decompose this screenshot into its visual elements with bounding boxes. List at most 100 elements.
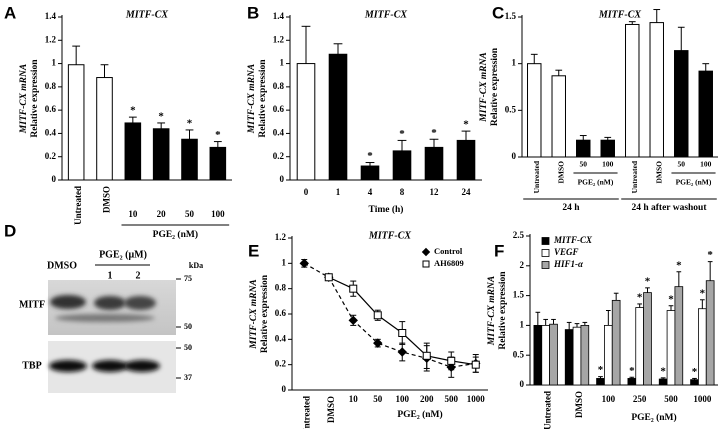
marker bbox=[348, 315, 358, 326]
marker bbox=[324, 273, 333, 282]
significance: * bbox=[645, 275, 651, 287]
x-tick-label: 50 bbox=[678, 160, 686, 169]
y-tick-label: 0.2 bbox=[45, 151, 57, 161]
x-tick-label: 100 bbox=[602, 394, 616, 404]
x-tick-label: 4 bbox=[368, 187, 373, 197]
bar bbox=[635, 307, 644, 386]
bar bbox=[674, 50, 689, 158]
band bbox=[55, 314, 155, 322]
y-tick-label: 0.8 bbox=[273, 81, 285, 91]
y-tick-label: 0.5 bbox=[513, 349, 525, 359]
x-tick-label: 8 bbox=[400, 187, 405, 197]
band bbox=[49, 360, 87, 372]
y-tick-label: 1.5 bbox=[513, 290, 525, 300]
x-tick-label: 50 bbox=[373, 394, 383, 404]
bar bbox=[604, 324, 613, 386]
legend-marker bbox=[421, 247, 431, 257]
x-tick-label: 100 bbox=[211, 209, 225, 219]
bar bbox=[698, 70, 713, 158]
legend-marker bbox=[422, 260, 430, 268]
y-tick-label: 1.2 bbox=[273, 34, 285, 44]
x-tick-label: 500 bbox=[664, 394, 678, 404]
y-tick-label: 0.2 bbox=[275, 359, 287, 369]
y-axis-label: MITF-CX mRNA bbox=[249, 279, 259, 349]
x-tick-label: 1000 bbox=[467, 394, 486, 404]
section-label: 24 h after washout bbox=[631, 203, 707, 213]
marker bbox=[299, 258, 309, 269]
significance: * bbox=[637, 291, 643, 303]
y-tick-label: 0.8 bbox=[45, 81, 57, 91]
significance: * bbox=[158, 110, 164, 122]
x-tick-label: 0 bbox=[304, 187, 309, 197]
y-axis-label: Relative expression bbox=[260, 274, 270, 353]
bar bbox=[564, 329, 574, 386]
x-tick-label: 100 bbox=[700, 160, 712, 169]
x-tick-label: 10 bbox=[349, 394, 359, 404]
band bbox=[92, 360, 128, 372]
legend-swatch bbox=[541, 249, 550, 257]
panel-letter: B bbox=[247, 3, 259, 22]
bar bbox=[690, 379, 699, 386]
y-tick-label: 1.2 bbox=[275, 232, 287, 242]
significance: * bbox=[598, 364, 604, 376]
bar bbox=[627, 378, 637, 386]
bar bbox=[533, 324, 543, 386]
band bbox=[94, 296, 126, 310]
bar bbox=[181, 138, 198, 181]
marker bbox=[373, 311, 382, 320]
legend-swatch bbox=[541, 261, 550, 269]
bar bbox=[666, 310, 676, 386]
y-tick-label: 1 bbox=[520, 319, 525, 329]
bar bbox=[572, 326, 582, 386]
marker-label: 75 bbox=[184, 274, 192, 283]
bar bbox=[600, 139, 615, 158]
lane-label: 2 bbox=[136, 270, 141, 281]
y-axis-label: MITF-CX mRNA bbox=[19, 64, 29, 134]
chart-title: MITF-CX bbox=[364, 9, 408, 20]
marker bbox=[447, 356, 456, 365]
protein-label: TBP bbox=[22, 360, 41, 371]
significance: * bbox=[463, 119, 469, 131]
x-tick-label: 50 bbox=[185, 209, 195, 219]
significance: * bbox=[399, 128, 405, 140]
significance: * bbox=[676, 259, 682, 271]
significance: * bbox=[367, 150, 373, 162]
y-tick-label: 1 bbox=[282, 257, 287, 267]
bar bbox=[625, 23, 640, 158]
significance: * bbox=[707, 249, 713, 261]
x-tick-label: 100 bbox=[602, 160, 614, 169]
bar bbox=[360, 165, 380, 181]
chart-title: MITF-CX bbox=[368, 230, 412, 241]
bar bbox=[424, 146, 444, 181]
bar bbox=[596, 378, 605, 386]
band bbox=[124, 296, 156, 310]
y-tick-label: 0.4 bbox=[45, 127, 57, 137]
x-tick-label: 12 bbox=[430, 187, 440, 197]
marker bbox=[373, 338, 383, 348]
bar bbox=[209, 146, 227, 181]
x-tick-label: 50 bbox=[580, 160, 588, 169]
bar bbox=[527, 63, 542, 158]
x-tick-label: Untreated bbox=[301, 396, 311, 429]
x-tick-label: 250 bbox=[633, 394, 647, 404]
protein-label: MITF bbox=[19, 299, 45, 310]
y-tick-label: 0 bbox=[52, 174, 57, 184]
bar bbox=[698, 308, 707, 386]
x-tick-label: 10 bbox=[128, 209, 138, 219]
panel-letter: E bbox=[248, 241, 259, 260]
y-tick-label: 0.6 bbox=[45, 104, 57, 114]
y-tick-label: 1 bbox=[280, 58, 285, 68]
y-axis-label: Relative expression bbox=[490, 47, 500, 126]
marker bbox=[397, 347, 407, 357]
y-tick-label: 0.2 bbox=[273, 151, 285, 161]
panel-letter: D bbox=[4, 221, 16, 240]
lane-label: DMSO bbox=[47, 260, 77, 271]
x-tick-label: Untreated bbox=[630, 160, 639, 193]
significance: * bbox=[692, 366, 698, 378]
y-axis-label: MITF-CX mRNA bbox=[479, 52, 489, 122]
y-tick-label: 2.5 bbox=[513, 230, 525, 240]
bar bbox=[152, 128, 170, 181]
panel-letter: C bbox=[492, 3, 504, 22]
y-tick-label: 1.2 bbox=[45, 34, 57, 44]
